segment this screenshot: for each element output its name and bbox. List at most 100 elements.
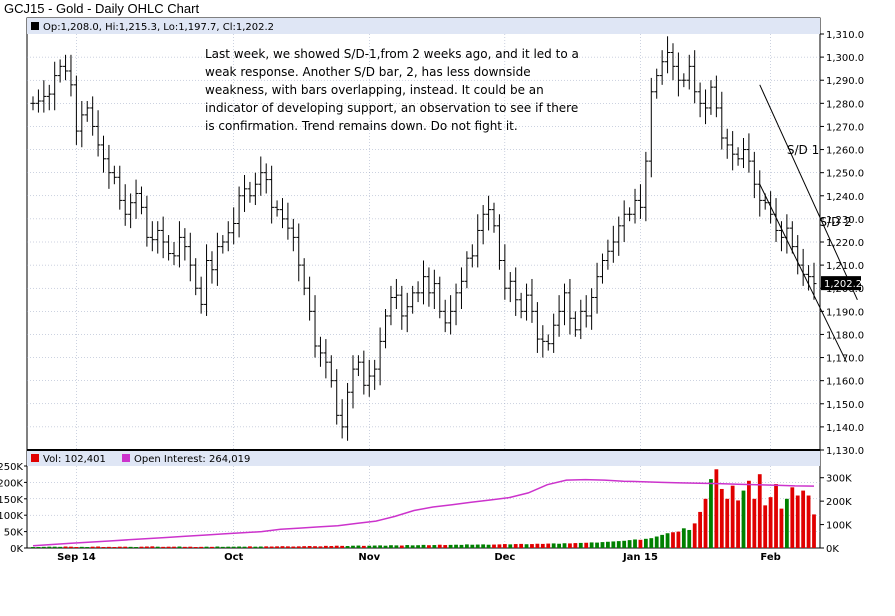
volume-bar <box>155 546 160 548</box>
price-tick-label: 1,150.0 <box>826 400 864 411</box>
volume-bar <box>264 546 269 548</box>
volume-bar <box>535 543 540 548</box>
volume-bar <box>334 545 339 548</box>
volume-bar <box>671 532 675 548</box>
price-tick-label: 1,240.0 <box>826 192 864 203</box>
volume-bar <box>69 546 73 548</box>
volume-tick-label: 150K <box>0 495 23 506</box>
oi-tick-label: 200K <box>826 497 852 508</box>
volume-bar <box>443 545 448 548</box>
volume-bar <box>204 546 209 548</box>
price-tick-label: 1,160.0 <box>826 377 864 388</box>
volume-bar <box>74 547 79 548</box>
volume-bar <box>313 546 317 548</box>
annotation-sd2: S/D 2 <box>819 215 851 229</box>
price-tick-label: 1,130.0 <box>826 446 864 457</box>
volume-bar <box>367 545 372 548</box>
volume-bar <box>719 488 724 548</box>
volume-bar <box>736 500 740 548</box>
volume-bar <box>812 514 816 548</box>
volume-bar <box>123 546 128 548</box>
volume-bar <box>248 546 252 548</box>
price-tick-label: 1,190.0 <box>826 307 864 318</box>
trendline-upper <box>759 84 858 300</box>
volume-bar <box>492 544 496 548</box>
volume-bar <box>166 546 171 548</box>
volume-bar <box>540 543 545 548</box>
volume-bar <box>31 547 35 548</box>
volume-bar <box>779 508 784 548</box>
volume-bar <box>616 541 621 548</box>
volume-bar <box>199 546 204 548</box>
volume-bar <box>112 547 117 548</box>
volume-bar <box>128 546 133 548</box>
volume-bar <box>150 546 155 548</box>
volume-bar <box>578 542 583 548</box>
volume-bar <box>134 547 138 548</box>
price-tick-label: 1,280.0 <box>826 99 864 110</box>
volume-bar <box>454 544 458 548</box>
volume-bar <box>144 546 149 548</box>
volume-bar <box>703 498 708 548</box>
volume-bar <box>633 539 637 548</box>
volume-bar <box>258 546 263 548</box>
volume-bar <box>52 546 57 548</box>
volume-bar <box>752 498 757 548</box>
trendline-lower <box>759 184 847 363</box>
volume-bar <box>323 545 328 548</box>
volume-bar <box>90 546 95 548</box>
volume-bar <box>714 469 719 548</box>
volume-bar <box>665 533 670 548</box>
volume-bar <box>768 497 773 548</box>
volume-bar <box>757 474 762 548</box>
volume-bar <box>730 485 735 548</box>
volume-bar <box>253 546 258 548</box>
oi-tick-label: 300K <box>826 474 852 485</box>
volume-bar <box>551 543 556 548</box>
price-tick-label: 1,310.0 <box>826 30 864 41</box>
volume-legend-swatch <box>31 454 39 462</box>
price-tick-label: 1,300.0 <box>826 53 864 64</box>
volume-bar <box>63 546 68 548</box>
volume-bar <box>475 544 480 548</box>
volume-bar <box>329 546 334 548</box>
volume-bar <box>269 546 274 548</box>
volume-bar <box>286 546 290 548</box>
volume-bar <box>107 546 111 548</box>
volume-bar <box>416 545 420 548</box>
volume-bar <box>356 545 361 548</box>
volume-bar <box>36 547 41 548</box>
price-tick-label: 1,230.0 <box>826 215 864 226</box>
volume-bar <box>405 545 410 548</box>
volume-tick-label: 50K <box>4 528 24 539</box>
price-tick-label: 1,270.0 <box>826 122 864 133</box>
volume-bar <box>215 546 220 548</box>
volume-bar <box>139 546 144 548</box>
price-tick-label: 1,290.0 <box>826 76 864 87</box>
price-tick-label: 1,220.0 <box>826 238 864 249</box>
oi-legend-label: Open Interest: 264,019 <box>134 454 250 465</box>
volume-tick-label: 0K <box>10 544 23 555</box>
volume-bar <box>562 543 567 548</box>
volume-bar <box>394 545 399 548</box>
volume-bar <box>459 544 464 548</box>
oi-tick-label: 0K <box>826 544 839 555</box>
volume-bar <box>372 545 377 548</box>
volume-bar <box>275 546 279 548</box>
volume-bar <box>237 546 241 548</box>
volume-bar <box>231 546 236 548</box>
volume-bar <box>193 547 198 548</box>
volume-bar <box>161 546 166 548</box>
volume-bar <box>47 546 52 548</box>
volume-bar <box>188 546 193 548</box>
volume-bar <box>101 547 106 548</box>
volume-bar <box>378 545 383 548</box>
price-tick-label: 1,140.0 <box>826 423 864 434</box>
x-tick-label: Jan 15 <box>622 552 658 563</box>
volume-bar <box>606 541 610 548</box>
volume-bar <box>698 511 703 548</box>
volume-bar <box>774 484 778 548</box>
volume-bar <box>399 545 404 548</box>
